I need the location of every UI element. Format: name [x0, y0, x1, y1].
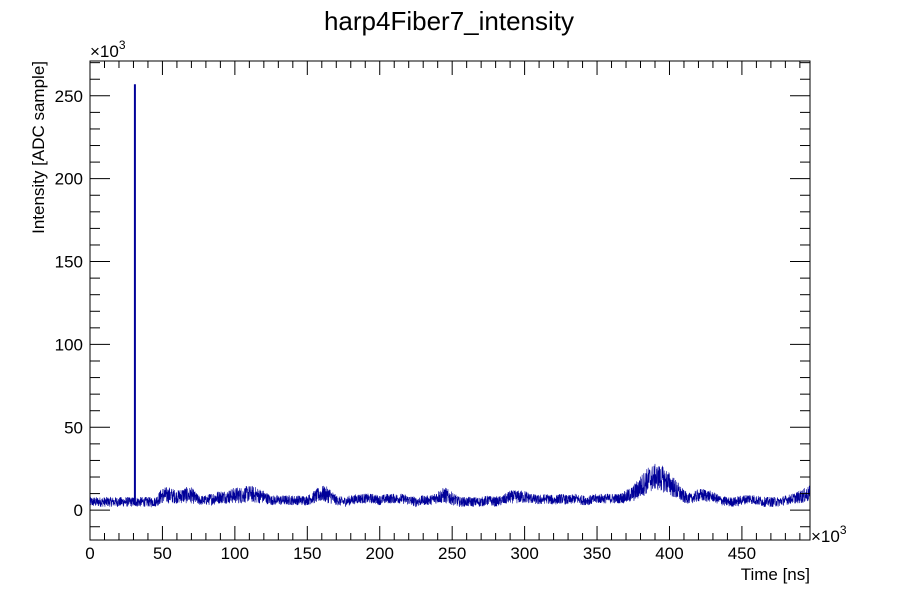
x-multiplier: ×103 [811, 523, 847, 546]
series-layer [89, 84, 811, 508]
x-tick-label: 300 [510, 544, 538, 563]
plot-frame [89, 60, 811, 541]
y-tick-label: 250 [55, 87, 83, 106]
x-tick-label: 150 [293, 544, 321, 563]
y-tick-label: 100 [55, 335, 83, 354]
x-tick-label: 200 [366, 544, 394, 563]
x-tick-label: 450 [728, 544, 756, 563]
x-tick-label: 50 [153, 544, 172, 563]
x-tick-label: 400 [655, 544, 683, 563]
x-tick-label: 250 [438, 544, 466, 563]
x-tick-label: 100 [221, 544, 249, 563]
x-tick-label: 0 [85, 544, 94, 563]
y-tick-label: 150 [55, 253, 83, 272]
y-tick-label: 200 [55, 170, 83, 189]
axis-layer: 0 50 100 150 200 250 300 350 400 450 0 50 100 150 200 2… [55, 61, 810, 563]
x-axis-label: Time [ns] [741, 565, 810, 584]
y-tick-label: 50 [64, 418, 83, 437]
chart-title: harp4Fiber7_intensity [324, 6, 574, 36]
y-multiplier: ×103 [90, 38, 126, 61]
y-tick-label: 0 [74, 501, 83, 520]
y-axis-label: Intensity [ADC sample] [29, 61, 48, 234]
x-tick-label: 350 [583, 544, 611, 563]
series-line [89, 463, 811, 508]
